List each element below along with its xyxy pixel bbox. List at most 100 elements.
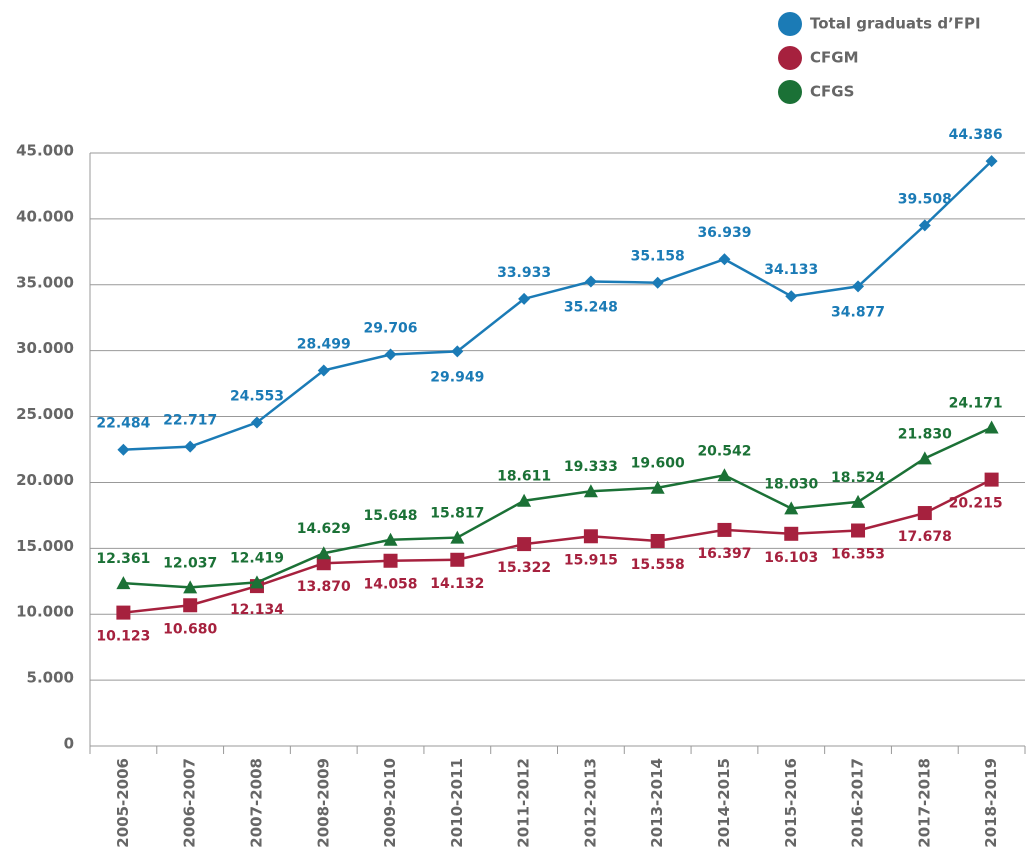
marker bbox=[852, 280, 865, 293]
y-tick-label: 30.000 bbox=[16, 339, 74, 357]
y-tick-label: 10.000 bbox=[16, 603, 74, 621]
data-label: 34.877 bbox=[831, 304, 885, 320]
marker bbox=[116, 605, 131, 620]
y-tick-label: 5.000 bbox=[27, 669, 74, 687]
marker bbox=[985, 155, 998, 168]
marker bbox=[984, 472, 999, 487]
marker bbox=[116, 576, 131, 590]
data-label: 17.678 bbox=[898, 529, 952, 545]
data-label: 19.600 bbox=[631, 456, 685, 472]
marker bbox=[785, 290, 798, 303]
x-tick-label: 2017-2018 bbox=[915, 758, 933, 848]
marker bbox=[450, 530, 465, 544]
data-label: 10.123 bbox=[96, 629, 150, 645]
series-line bbox=[123, 426, 993, 589]
data-label: 13.870 bbox=[297, 579, 351, 595]
x-tick-label: 2008-2009 bbox=[314, 758, 332, 848]
data-label: 24.171 bbox=[949, 395, 1003, 411]
marker bbox=[717, 522, 732, 537]
y-tick-label: 25.000 bbox=[16, 405, 74, 423]
data-label: 14.058 bbox=[364, 577, 418, 593]
marker bbox=[249, 575, 264, 589]
data-label: 21.830 bbox=[898, 426, 952, 442]
series-line bbox=[123, 160, 993, 451]
data-label: 15.558 bbox=[631, 557, 685, 573]
data-label: 12.134 bbox=[230, 602, 284, 618]
marker bbox=[650, 480, 665, 494]
data-label: 24.553 bbox=[230, 388, 284, 404]
data-label: 44.386 bbox=[949, 127, 1003, 143]
marker bbox=[917, 506, 932, 521]
data-label: 18.030 bbox=[764, 476, 818, 492]
data-label: 16.353 bbox=[831, 547, 885, 563]
x-tick-label: 2011-2012 bbox=[515, 758, 533, 848]
x-tick-label: 2012-2013 bbox=[581, 758, 599, 848]
legend-swatch bbox=[778, 12, 802, 36]
x-tick-label: 2009-2010 bbox=[381, 758, 399, 848]
data-label: 22.717 bbox=[163, 413, 217, 429]
marker bbox=[184, 440, 197, 453]
marker bbox=[717, 468, 732, 482]
data-label: 12.037 bbox=[163, 555, 217, 571]
legend-label: CFGM bbox=[810, 49, 859, 67]
data-label: 39.508 bbox=[898, 191, 952, 207]
marker bbox=[650, 533, 665, 548]
data-label: 19.333 bbox=[564, 459, 618, 475]
data-label: 15.817 bbox=[430, 506, 484, 522]
data-label: 36.939 bbox=[697, 225, 751, 241]
marker bbox=[583, 529, 598, 544]
data-label: 12.419 bbox=[230, 550, 284, 566]
data-label: 18.611 bbox=[497, 469, 551, 485]
y-tick-label: 20.000 bbox=[16, 471, 74, 489]
marker bbox=[450, 552, 465, 567]
data-label: 18.524 bbox=[831, 470, 885, 486]
marker bbox=[183, 598, 198, 613]
x-tick-label: 2013-2014 bbox=[648, 758, 666, 848]
y-tick-label: 0 bbox=[64, 735, 74, 753]
data-label: 22.484 bbox=[96, 416, 150, 432]
marker bbox=[784, 526, 799, 541]
y-tick-label: 35.000 bbox=[16, 273, 74, 291]
marker bbox=[651, 276, 664, 289]
marker bbox=[316, 546, 331, 560]
data-label: 29.949 bbox=[430, 369, 484, 385]
marker bbox=[451, 345, 464, 358]
data-label: 35.248 bbox=[564, 300, 618, 316]
x-tick-label: 2015-2016 bbox=[782, 758, 800, 848]
marker bbox=[183, 580, 198, 594]
marker bbox=[518, 292, 531, 305]
marker bbox=[317, 364, 330, 377]
data-label: 16.103 bbox=[764, 550, 818, 566]
marker bbox=[851, 523, 866, 538]
marker bbox=[250, 416, 263, 429]
marker bbox=[718, 253, 731, 266]
x-tick-label: 2006-2007 bbox=[181, 758, 199, 848]
marker bbox=[583, 484, 598, 498]
y-tick-label: 15.000 bbox=[16, 537, 74, 555]
y-tick-label: 40.000 bbox=[16, 207, 74, 225]
data-label: 29.706 bbox=[364, 321, 418, 337]
marker bbox=[383, 532, 398, 546]
marker bbox=[384, 348, 397, 361]
data-label: 34.133 bbox=[764, 262, 818, 278]
legend-swatch bbox=[778, 80, 802, 104]
data-label: 20.542 bbox=[697, 443, 751, 459]
x-tick-label: 2005-2006 bbox=[114, 758, 132, 848]
data-label: 15.648 bbox=[364, 508, 418, 524]
marker bbox=[517, 537, 532, 552]
x-tick-label: 2018-2019 bbox=[982, 758, 1000, 848]
marker bbox=[517, 493, 532, 507]
data-label: 16.397 bbox=[697, 546, 751, 562]
x-tick-label: 2007-2008 bbox=[247, 758, 265, 848]
data-label: 10.680 bbox=[163, 621, 217, 637]
data-label: 15.915 bbox=[564, 552, 618, 568]
marker bbox=[584, 275, 597, 288]
data-label: 14.629 bbox=[297, 521, 351, 537]
data-label: 35.158 bbox=[631, 249, 685, 265]
y-tick-label: 45.000 bbox=[16, 142, 74, 160]
x-tick-label: 2010-2011 bbox=[448, 758, 466, 848]
marker bbox=[917, 451, 932, 465]
data-label: 12.361 bbox=[96, 551, 150, 567]
marker bbox=[918, 219, 931, 232]
legend-label: CFGS bbox=[810, 83, 854, 101]
